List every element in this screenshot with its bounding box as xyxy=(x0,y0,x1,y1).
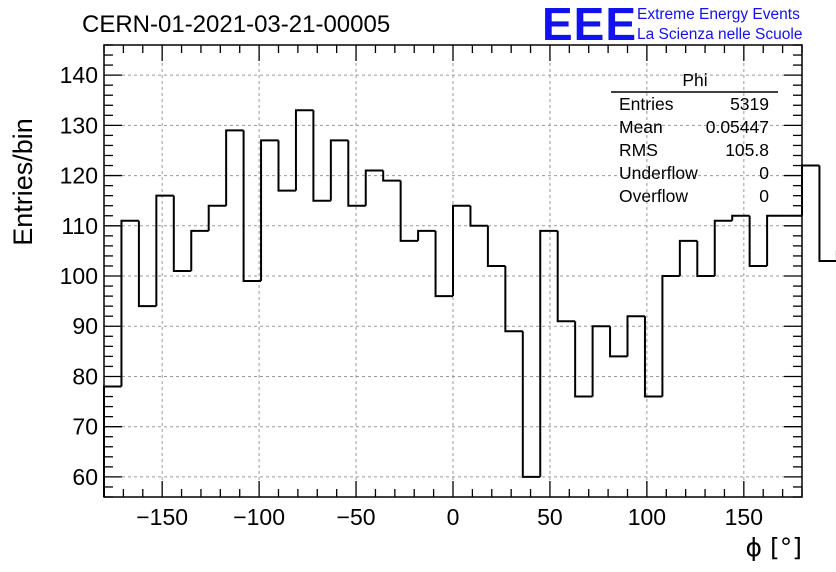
histogram-bin xyxy=(574,321,593,398)
histogram-bin xyxy=(696,240,715,278)
histogram-bin xyxy=(382,170,401,182)
histogram-bin xyxy=(225,129,244,206)
logo-line-2: La Scienza nelle Scuole xyxy=(637,26,802,43)
histogram-bin xyxy=(539,229,558,477)
y-tick-label: 70 xyxy=(72,414,98,440)
histogram-bin xyxy=(312,110,331,202)
stats-rows: Entries 5319 Mean 0.05447 RMS 105.8 Underflow 0… xyxy=(619,94,769,206)
histogram-bin xyxy=(207,204,227,231)
y-tick-label: 110 xyxy=(61,213,98,239)
stats-row-value: 0 xyxy=(759,163,769,183)
stats-row-label: Entries xyxy=(619,94,674,114)
histogram-bin xyxy=(766,214,785,266)
x-tick-label: 0 xyxy=(447,504,460,530)
stats-row-label: Mean xyxy=(619,117,663,137)
histogram-bin xyxy=(486,225,506,267)
stats-box: Phi Entries 5319 Mean 0.05447 RMS 105.8 Underf… xyxy=(611,70,778,206)
histogram-bin xyxy=(260,139,279,282)
histogram-series xyxy=(103,109,836,497)
histogram-bin xyxy=(678,239,698,277)
histogram-bin xyxy=(172,195,192,272)
x-tick-label: −150 xyxy=(136,504,188,530)
histogram-bin xyxy=(504,265,523,333)
histogram-bin xyxy=(591,325,611,397)
y-tick-label: 140 xyxy=(60,62,98,88)
stats-row-value: 5319 xyxy=(730,94,769,114)
histogram-bin xyxy=(417,229,436,241)
histogram-bin xyxy=(609,326,628,358)
x-tick-label: −100 xyxy=(233,504,285,530)
chart-title: CERN-01-2021-03-21-00005 xyxy=(82,11,390,38)
histogram-bin xyxy=(294,109,314,191)
histogram-bin xyxy=(626,315,645,357)
y-tick-label: 120 xyxy=(60,163,98,189)
y-tick-label: 90 xyxy=(72,313,98,339)
histogram-bin xyxy=(242,130,262,283)
eee-logo: EEE Extreme Energy Events La Scienza nel… xyxy=(542,0,802,50)
logo-line-1: Extreme Energy Events xyxy=(637,6,800,23)
y-tick-label: 100 xyxy=(60,263,98,289)
stats-row-label: Overflow xyxy=(619,186,688,206)
histogram-bin xyxy=(713,219,733,277)
histogram-bin xyxy=(364,169,384,206)
x-tick-label: 50 xyxy=(537,504,563,530)
y-axis-label: Entries/bin xyxy=(8,118,38,246)
x-tick-label: 100 xyxy=(628,504,666,530)
x-tick-label: −50 xyxy=(337,504,376,530)
x-tick-label: 150 xyxy=(725,504,763,530)
histogram-bin xyxy=(556,230,576,323)
histogram-bin xyxy=(748,215,768,267)
histogram-bin xyxy=(277,140,296,192)
histogram-bin xyxy=(469,205,488,227)
histogram-bin xyxy=(329,139,349,201)
histogram-bin xyxy=(643,316,663,398)
histogram-bin xyxy=(801,164,820,216)
histogram-bin xyxy=(120,219,139,387)
histogram-bin xyxy=(399,180,419,242)
y-tick-label: 80 xyxy=(72,363,98,389)
histogram-bin xyxy=(521,331,541,478)
stats-row-label: Underflow xyxy=(619,163,698,183)
histogram-bin xyxy=(103,385,122,497)
histogram-bin xyxy=(190,229,209,271)
stats-row-value: 0 xyxy=(759,186,769,206)
histogram-bin xyxy=(347,140,366,207)
stats-row-value: 0.05447 xyxy=(706,117,769,137)
logo-mark: EEE xyxy=(542,0,637,50)
stats-row-label: RMS xyxy=(619,140,658,160)
histogram-bin xyxy=(818,165,836,262)
histogram-bin xyxy=(661,275,680,397)
histogram-bin xyxy=(155,194,174,307)
histogram-bin xyxy=(731,214,750,221)
axes: −150 −100 −50 0 50 100 150 60 70 80 90 100 110 120 130… xyxy=(60,44,803,530)
stats-row-value: 105.8 xyxy=(725,140,769,160)
x-axis-label: ϕ [°] xyxy=(746,533,802,562)
y-tick-label: 60 xyxy=(72,464,98,490)
histogram-bin xyxy=(452,204,471,297)
y-tick-label: 130 xyxy=(60,112,98,138)
stats-title: Phi xyxy=(682,70,707,90)
histogram-bin xyxy=(434,230,453,298)
histogram-bin xyxy=(137,220,157,308)
